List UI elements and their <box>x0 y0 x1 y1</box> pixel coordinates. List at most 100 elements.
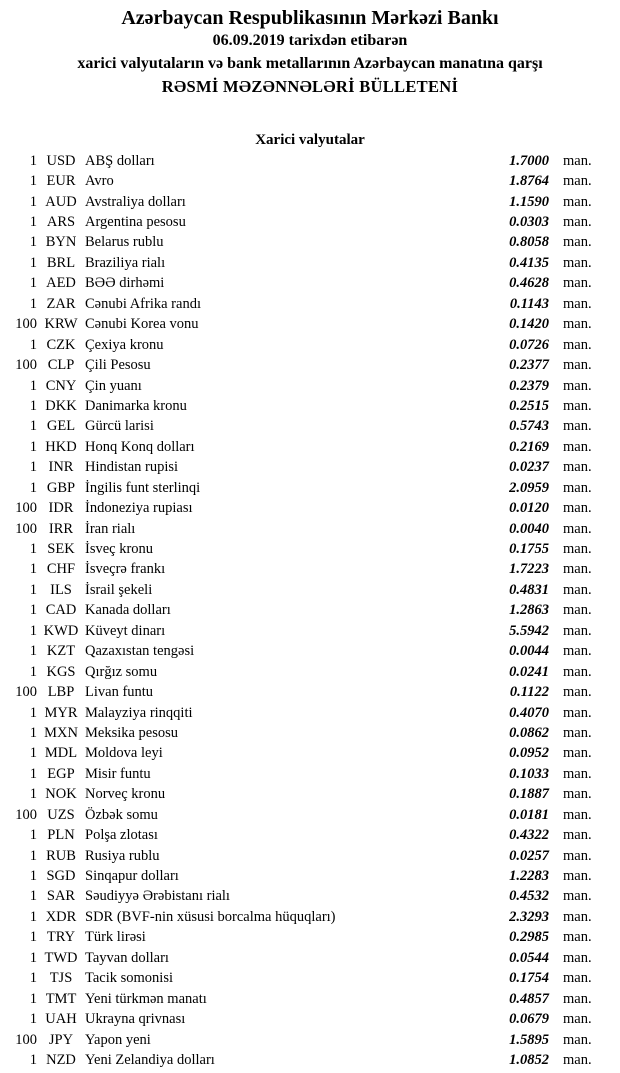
currency-code: NZD <box>46 1051 76 1068</box>
table-row: 1 NOK Norveç kronu 0.1887 man. <box>0 785 620 805</box>
currency-code: TJS <box>49 970 73 987</box>
currency-name: Çili Pesosu <box>85 357 151 374</box>
quantity-value: 1 <box>29 745 37 762</box>
currency-code: HKD <box>45 438 77 455</box>
quantity-value: 1 <box>29 418 37 435</box>
currency-name: Livan funtu <box>85 684 154 701</box>
table-row: 1 RUB Rusiya rublu 0.0257 man. <box>0 846 620 866</box>
currency-code: MXN <box>44 724 78 741</box>
rate-value: 0.4857 <box>509 990 549 1007</box>
table-row: 1 KZT Qazaxıstan tengəsi 0.0044 man. <box>0 642 620 662</box>
currency-name: Kanada dolları <box>85 602 171 619</box>
rate-value: 0.8058 <box>509 234 549 251</box>
effective-date-line: 06.09.2019 tarixdən etibarən <box>212 32 408 49</box>
quantity-value: 1 <box>29 643 37 660</box>
table-row: 1 CZK Çexiya kronu 0.0726 man. <box>0 335 620 355</box>
table-row: 1 INR Hindistan rupisi 0.0237 man. <box>0 458 620 478</box>
table-row: 1 TJS Tacik somonisi 0.1754 man. <box>0 969 620 989</box>
quantity-value: 1 <box>29 929 37 946</box>
quantity-value: 1 <box>29 888 37 905</box>
currency-name: Hindistan rupisi <box>85 459 179 476</box>
currency-code: CHF <box>46 561 76 578</box>
unit-label: man. <box>563 949 592 966</box>
table-row: 100 KRW Cənubi Korea vonu 0.1420 man. <box>0 315 620 335</box>
quantity-value: 1 <box>29 254 37 271</box>
quantity-value: 100 <box>15 1031 37 1048</box>
currency-name: Qazaxıstan tengəsi <box>85 643 195 660</box>
currency-code: MYR <box>44 704 78 721</box>
currency-code: INR <box>48 459 74 476</box>
quantity-value: 1 <box>29 602 37 619</box>
currency-name: Avro <box>85 173 114 190</box>
currency-name: Danimarka kronu <box>85 397 187 414</box>
currency-name: Türk lirəsi <box>85 929 146 946</box>
rate-value: 0.4322 <box>509 827 549 844</box>
quantity-value: 1 <box>29 847 37 864</box>
quantity-value: 1 <box>29 479 37 496</box>
table-row: 1 MDL Moldova leyi 0.0952 man. <box>0 744 620 764</box>
quantity-value: 1 <box>29 990 37 1007</box>
currency-name: İsrail şekeli <box>85 581 153 598</box>
unit-label: man. <box>563 847 592 864</box>
unit-label: man. <box>563 888 592 905</box>
currency-code: KGS <box>46 663 76 680</box>
unit-label: man. <box>563 152 592 169</box>
unit-label: man. <box>563 1011 592 1028</box>
currency-code: IRR <box>48 520 74 537</box>
table-row: 1 TRY Türk lirəsi 0.2985 man. <box>0 928 620 948</box>
unit-label: man. <box>563 1051 592 1068</box>
rate-value: 0.0181 <box>509 806 549 823</box>
quantity-value: 1 <box>29 397 37 414</box>
currency-code: TRY <box>46 929 76 946</box>
table-row: 1 CNY Çin yuanı 0.2379 man. <box>0 376 620 396</box>
rate-value: 1.0852 <box>509 1051 549 1068</box>
currency-name: İsveçrə frankı <box>85 561 166 578</box>
table-row: 1 NZD Yeni Zelandiya dolları 1.0852 man. <box>0 1050 620 1070</box>
bulletin-subtitle: xarici valyutaların və bank metallarının… <box>77 55 543 72</box>
table-row: 100 IRR İran rialı 0.0040 man. <box>0 519 620 539</box>
quantity-value: 1 <box>29 173 37 190</box>
currency-code: LBP <box>47 684 75 701</box>
unit-label: man. <box>563 765 592 782</box>
rate-value: 0.4532 <box>509 888 549 905</box>
rate-value: 1.5895 <box>509 1031 549 1048</box>
table-row: 1 KGS Qırğız somu 0.0241 man. <box>0 662 620 682</box>
currency-name: Polşa zlotası <box>85 827 158 844</box>
currency-code: ARS <box>46 214 76 231</box>
currency-name: Rusiya rublu <box>85 847 160 864</box>
unit-label: man. <box>563 908 592 925</box>
quantity-value: 1 <box>29 336 37 353</box>
currency-name: Səudiyyə Ərəbistanı rialı <box>85 888 230 905</box>
table-row: 1 USD ABŞ dolları 1.7000 man. <box>0 151 620 171</box>
table-row: 1 CHF İsveçrə frankı 1.7223 man. <box>0 560 620 580</box>
rate-value: 0.1143 <box>509 295 549 312</box>
currency-name: Norveç kronu <box>85 786 166 803</box>
currency-name: Meksika pesosu <box>85 724 179 741</box>
table-row: 100 LBP Livan funtu 0.1122 man. <box>0 682 620 702</box>
currency-code: DKK <box>45 397 77 414</box>
rate-value: 0.0544 <box>509 949 549 966</box>
table-row: 1 ILS İsrail şekeli 0.4831 man. <box>0 580 620 600</box>
table-row: 100 CLP Çili Pesosu 0.2377 man. <box>0 355 620 375</box>
currency-name: İngilis funt sterlinqi <box>85 479 201 496</box>
rate-value: 0.1420 <box>509 316 549 333</box>
quantity-value: 1 <box>29 438 37 455</box>
currency-name: Misir funtu <box>85 765 151 782</box>
currency-code: EGP <box>47 765 75 782</box>
currency-name: Braziliya rialı <box>85 254 166 271</box>
table-row: 1 GEL Gürcü larisi 0.5743 man. <box>0 417 620 437</box>
rate-value: 0.0040 <box>509 520 549 537</box>
quantity-value: 1 <box>29 1011 37 1028</box>
rate-value: 0.2169 <box>509 438 549 455</box>
quantity-value: 1 <box>29 868 37 885</box>
unit-label: man. <box>563 173 592 190</box>
rate-value: 0.0726 <box>509 336 549 353</box>
unit-label: man. <box>563 500 592 517</box>
unit-label: man. <box>563 275 592 292</box>
quantity-value: 100 <box>15 684 37 701</box>
quantity-value: 1 <box>29 1051 37 1068</box>
rate-value: 1.8764 <box>509 173 549 190</box>
unit-label: man. <box>563 336 592 353</box>
currency-code: CAD <box>45 602 77 619</box>
currency-code: KWD <box>43 622 79 639</box>
